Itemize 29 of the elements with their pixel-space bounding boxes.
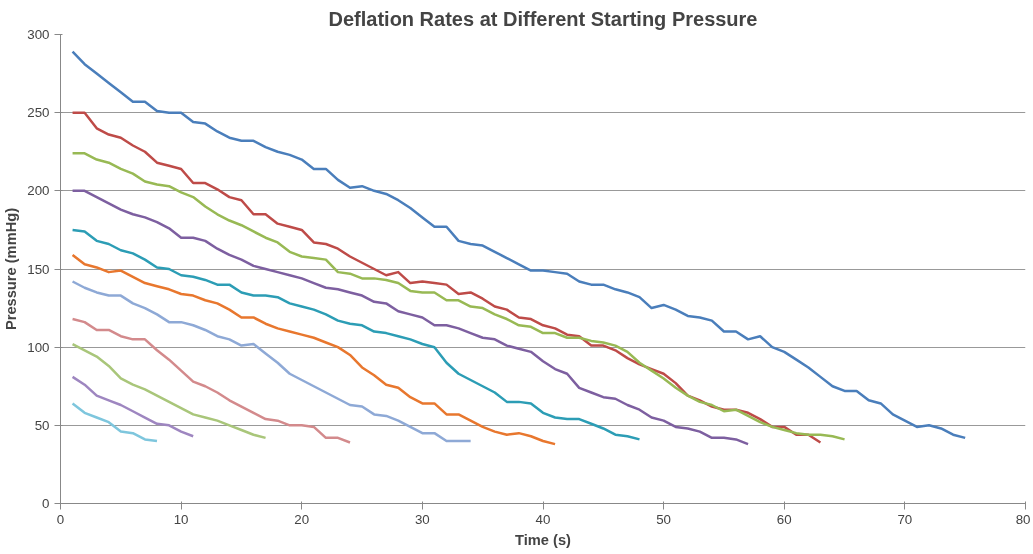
line-series [71, 342, 267, 440]
y-tick-label: 150 [27, 261, 50, 277]
y-tick-label: 50 [34, 417, 50, 433]
x-tick-label: 60 [776, 511, 792, 527]
line-series [71, 189, 750, 446]
x-tick-label: 20 [294, 511, 310, 527]
y-tick-label: 300 [27, 27, 50, 42]
line-series [71, 280, 472, 443]
x-tick-label: 70 [897, 511, 913, 527]
x-tick-label: 30 [414, 511, 430, 527]
x-tick-label: 50 [656, 511, 672, 527]
line-series [71, 317, 352, 444]
line-series [71, 375, 195, 438]
y-tick-label: 100 [27, 339, 50, 355]
line-series [71, 152, 846, 441]
y-tick-label: 0 [42, 496, 50, 511]
line-series [71, 402, 159, 443]
chart-title: Deflation Rates at Different Starting Pressure [328, 7, 758, 30]
x-tick-label: 0 [56, 511, 65, 527]
x-tick-label: 40 [535, 511, 551, 527]
x-tick-label: 80 [1015, 511, 1031, 527]
line-series [71, 253, 557, 446]
line-series [71, 228, 641, 441]
line-series [71, 50, 967, 440]
x-axis-title: Time (s) [515, 531, 572, 548]
y-tick-label: 200 [27, 183, 50, 199]
y-axis-title: Pressure (mmHg) [3, 207, 20, 331]
x-tick-label: 10 [173, 511, 189, 527]
y-tick-label: 250 [27, 105, 50, 121]
